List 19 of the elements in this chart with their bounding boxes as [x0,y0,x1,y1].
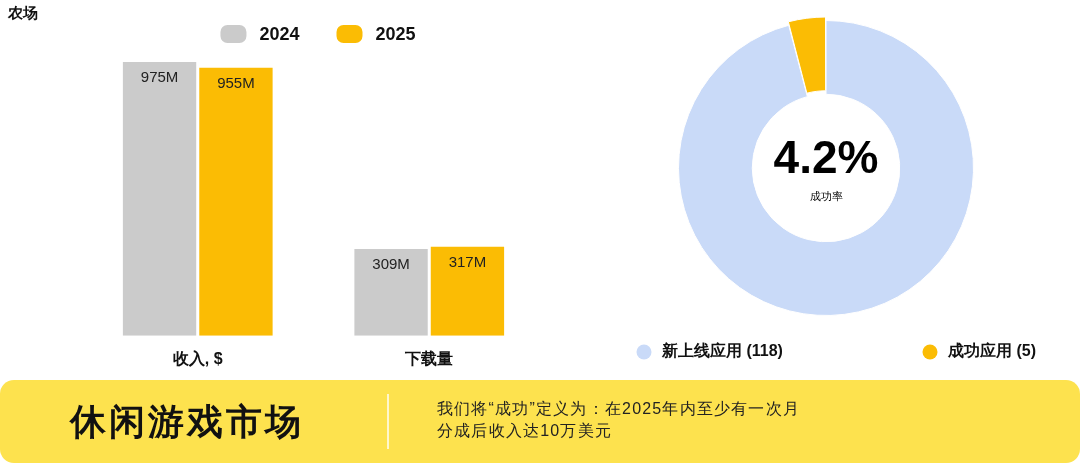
chart-title: 农场 [7,4,38,22]
bar [354,249,428,336]
x-tick-label: 收入, $ [172,349,223,367]
legend-label: 2024 [259,23,300,44]
data-label: 317M [448,252,487,270]
legend-label: 成功应用 (5) [947,341,1036,360]
bar [430,246,505,336]
data-label: 975M [140,68,179,86]
text: 成功率 [809,190,843,203]
x-tick-label: 下载量 [404,349,454,367]
bar [122,62,197,336]
data-label: 309M [372,255,410,273]
legend-label: 新上线应用 (118) [661,341,783,360]
bar [199,67,273,336]
text: 我们将“成功”定义为：在2025年内至少有一次月分成后收入达10万美元 [437,399,802,441]
text: 休闲游戏市场 [70,400,304,444]
text: 4.2% [773,130,879,183]
legend-label: 2025 [375,23,416,44]
data-label: 955M [217,73,255,91]
